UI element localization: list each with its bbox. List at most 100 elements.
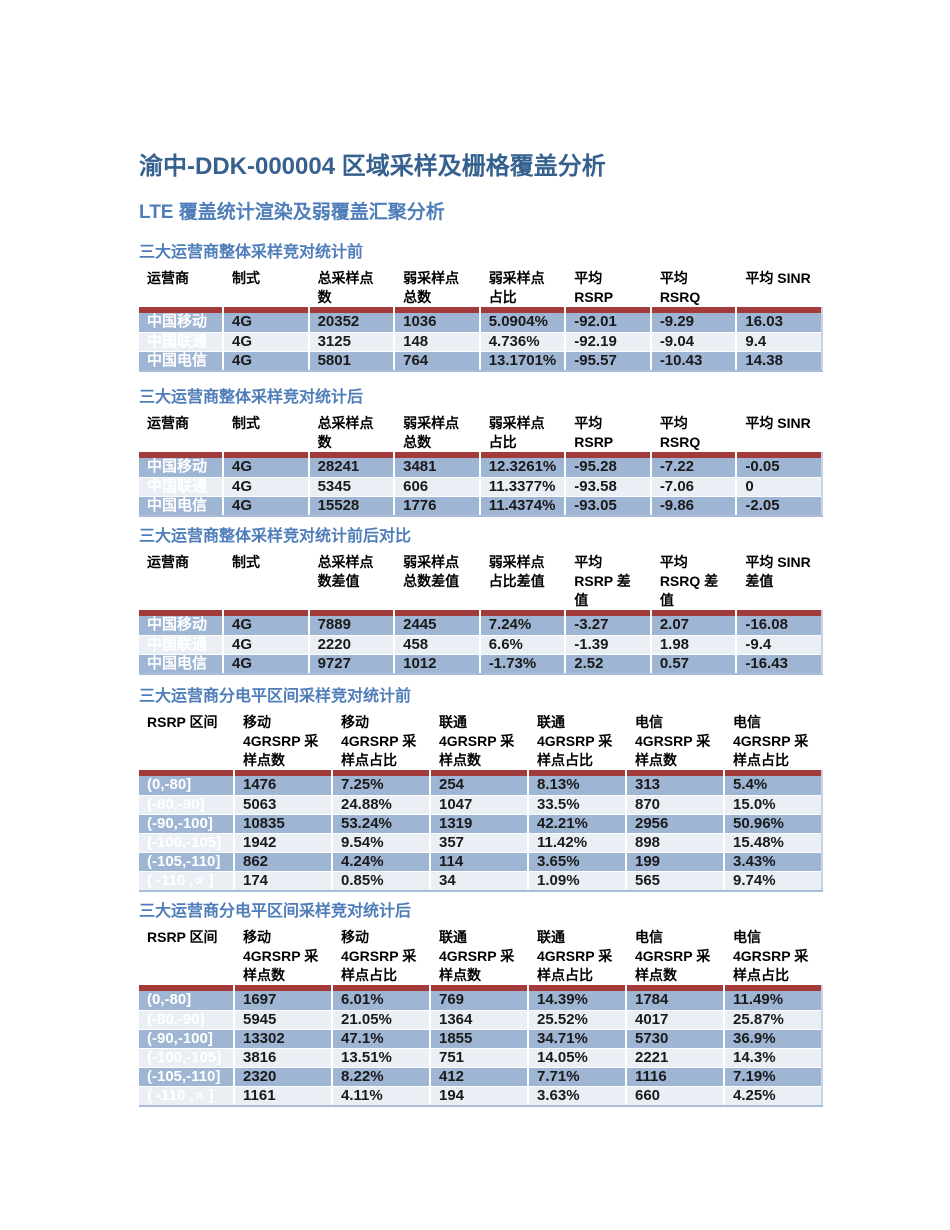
data-cell: 199 — [626, 852, 725, 872]
data-cell: 458 — [394, 635, 481, 655]
column-header: 制式 — [223, 266, 310, 307]
table-row: 中国电信 4G 9727 1012 -1.73% 2.52 0.57 -16.43 — [139, 654, 823, 675]
column-header: 移动 4GRSRP 采样点占比 — [332, 925, 431, 985]
data-cell: 12.3261% — [479, 458, 567, 478]
data-cell: -95.28 — [565, 458, 652, 478]
column-header: 平均 RSRP — [565, 411, 652, 452]
column-header: 联通 4GRSRP 采样点数 — [430, 710, 529, 770]
red-divider-segment — [223, 452, 310, 458]
red-divider-bar — [139, 452, 823, 458]
red-divider-segment — [565, 307, 652, 313]
stats-table: 运营商 制式 总采样点 数差值 弱采样点 总数差值 弱采样点 占比差值 平均 RSRP 差值平均 R… — [139, 550, 823, 675]
data-cell: 10835 — [234, 814, 333, 834]
data-cell: 25.87% — [724, 1010, 823, 1030]
data-cell: -9.4 — [736, 635, 823, 655]
data-cell: 751 — [430, 1048, 529, 1068]
section-title: 三大运营商整体采样竞对统计前后对比 — [139, 528, 412, 545]
red-divider-segment — [139, 610, 224, 616]
data-cell: 28241 — [308, 458, 396, 478]
data-cell: -7.22 — [650, 458, 738, 478]
table-row: 中国移动 4G 7889 2445 7.24% -3.27 2.07 -16.08 — [139, 616, 823, 636]
data-cell: 1.09% — [528, 871, 627, 892]
data-cell: 53.24% — [332, 814, 431, 834]
row-label-cell: (-80,-90] — [139, 795, 235, 815]
red-divider-segment — [223, 307, 310, 313]
column-header: 总采样点数 — [308, 411, 396, 452]
table-row: 中国联通 4G 3125 148 4.736% -92.19 -9.04 9.4 — [139, 332, 823, 352]
data-cell: 1012 — [394, 654, 481, 675]
data-cell: -93.58 — [565, 477, 652, 497]
table-row: (-90,-100] 13302 47.1% 1855 34.71% 5730 36.9% — [139, 1029, 823, 1049]
data-cell: 1855 — [430, 1029, 529, 1049]
red-divider-segment — [308, 307, 396, 313]
column-header: 运营商 — [139, 266, 224, 307]
column-header: 联通 4GRSRP 采样点数 — [430, 925, 529, 985]
table-row: (-80,-90] 5063 24.88% 1047 33.5% 870 15.0% — [139, 795, 823, 815]
red-divider-segment — [332, 985, 431, 991]
data-cell: 7.24% — [479, 616, 567, 636]
data-cell: 20352 — [308, 313, 396, 333]
row-label-cell: (-100,-105] — [139, 1048, 235, 1068]
data-cell: -16.43 — [736, 654, 823, 675]
section-title: 三大运营商整体采样竞对统计后 — [139, 389, 364, 406]
column-header: 平均 SINR 差值 — [736, 550, 823, 610]
data-cell: 1776 — [394, 496, 481, 517]
data-cell: 4G — [223, 635, 310, 655]
red-divider-bar — [139, 610, 823, 616]
table-row: (0,-80] 1697 6.01% 769 14.39% 1784 11.49% — [139, 991, 823, 1011]
red-divider-segment — [332, 770, 431, 776]
column-header: 平均 RSRP — [565, 266, 652, 307]
column-header: 电信 4GRSRP 采样点占比 — [724, 925, 823, 985]
data-cell: -2.05 — [736, 496, 823, 517]
column-header: 平均 RSRQ — [650, 266, 738, 307]
data-cell: -0.05 — [736, 458, 823, 478]
data-cell: -9.86 — [650, 496, 738, 517]
data-cell: -3.27 — [565, 616, 652, 636]
data-cell: 11.4374% — [479, 496, 567, 517]
data-cell: 5.0904% — [479, 313, 567, 333]
row-label-cell: ( -110 ,∝ ] — [139, 871, 235, 892]
column-header: 平均 SINR — [736, 411, 823, 452]
column-header: 联通 4GRSRP 采样点占比 — [528, 710, 627, 770]
data-cell: 4G — [223, 313, 310, 333]
data-cell: 7.71% — [528, 1067, 627, 1087]
column-header: 弱采样点 总数 — [394, 411, 481, 452]
column-header: 制式 — [223, 411, 310, 452]
data-cell: 898 — [626, 833, 725, 853]
data-cell: 1047 — [430, 795, 529, 815]
data-cell: 3816 — [234, 1048, 333, 1068]
data-cell: 3.63% — [528, 1086, 627, 1107]
red-divider-segment — [479, 610, 567, 616]
table-row: 中国电信 4G 5801 764 13.1701% -95.57 -10.43 14.38 — [139, 351, 823, 372]
data-cell: 4G — [223, 332, 310, 352]
table-row: (-100,-105] 3816 13.51% 751 14.05% 2221 14.3% — [139, 1048, 823, 1068]
data-cell: 6.01% — [332, 991, 431, 1011]
column-header: 电信 4GRSRP 采样点数 — [626, 925, 725, 985]
data-cell: 14.39% — [528, 991, 627, 1011]
data-cell: 3.65% — [528, 852, 627, 872]
data-cell: 3125 — [308, 332, 396, 352]
data-cell: 1116 — [626, 1067, 725, 1087]
red-divider-segment — [139, 770, 235, 776]
data-cell: -93.05 — [565, 496, 652, 517]
column-header: 弱采样点 占比 — [479, 411, 567, 452]
red-divider-segment — [565, 610, 652, 616]
row-label-cell: 中国电信 — [139, 496, 224, 517]
row-label-cell: 中国移动 — [139, 313, 224, 333]
data-cell: 4.11% — [332, 1086, 431, 1107]
data-cell: 16.03 — [736, 313, 823, 333]
red-divider-segment — [394, 452, 481, 458]
column-header: 弱采样点 总数 — [394, 266, 481, 307]
data-cell: 6.6% — [479, 635, 567, 655]
red-divider-bar — [139, 770, 823, 776]
red-divider-segment — [650, 610, 738, 616]
table-row: 中国电信 4G 15528 1776 11.4374% -93.05 -9.86 -2.05 — [139, 496, 823, 517]
section-overall-before: 三大运营商整体采样竞对统计前 运营商 制式 总采样点数弱采样点 总数 弱采样点 占比 平均 R… — [139, 244, 829, 372]
page-subtitle: LTE 覆盖统计渲染及弱覆盖汇聚分析 — [139, 202, 445, 223]
row-label-cell: 中国联通 — [139, 477, 224, 497]
row-label-cell: (0,-80] — [139, 776, 235, 796]
red-divider-segment — [479, 452, 567, 458]
header-row: 运营商 制式 总采样点数弱采样点 总数 弱采样点 占比 平均 RSRP 平均 RSRQ 平均 SIN… — [139, 266, 823, 307]
data-cell: 0.57 — [650, 654, 738, 675]
section-title: 三大运营商分电平区间采样竞对统计后 — [139, 903, 412, 920]
